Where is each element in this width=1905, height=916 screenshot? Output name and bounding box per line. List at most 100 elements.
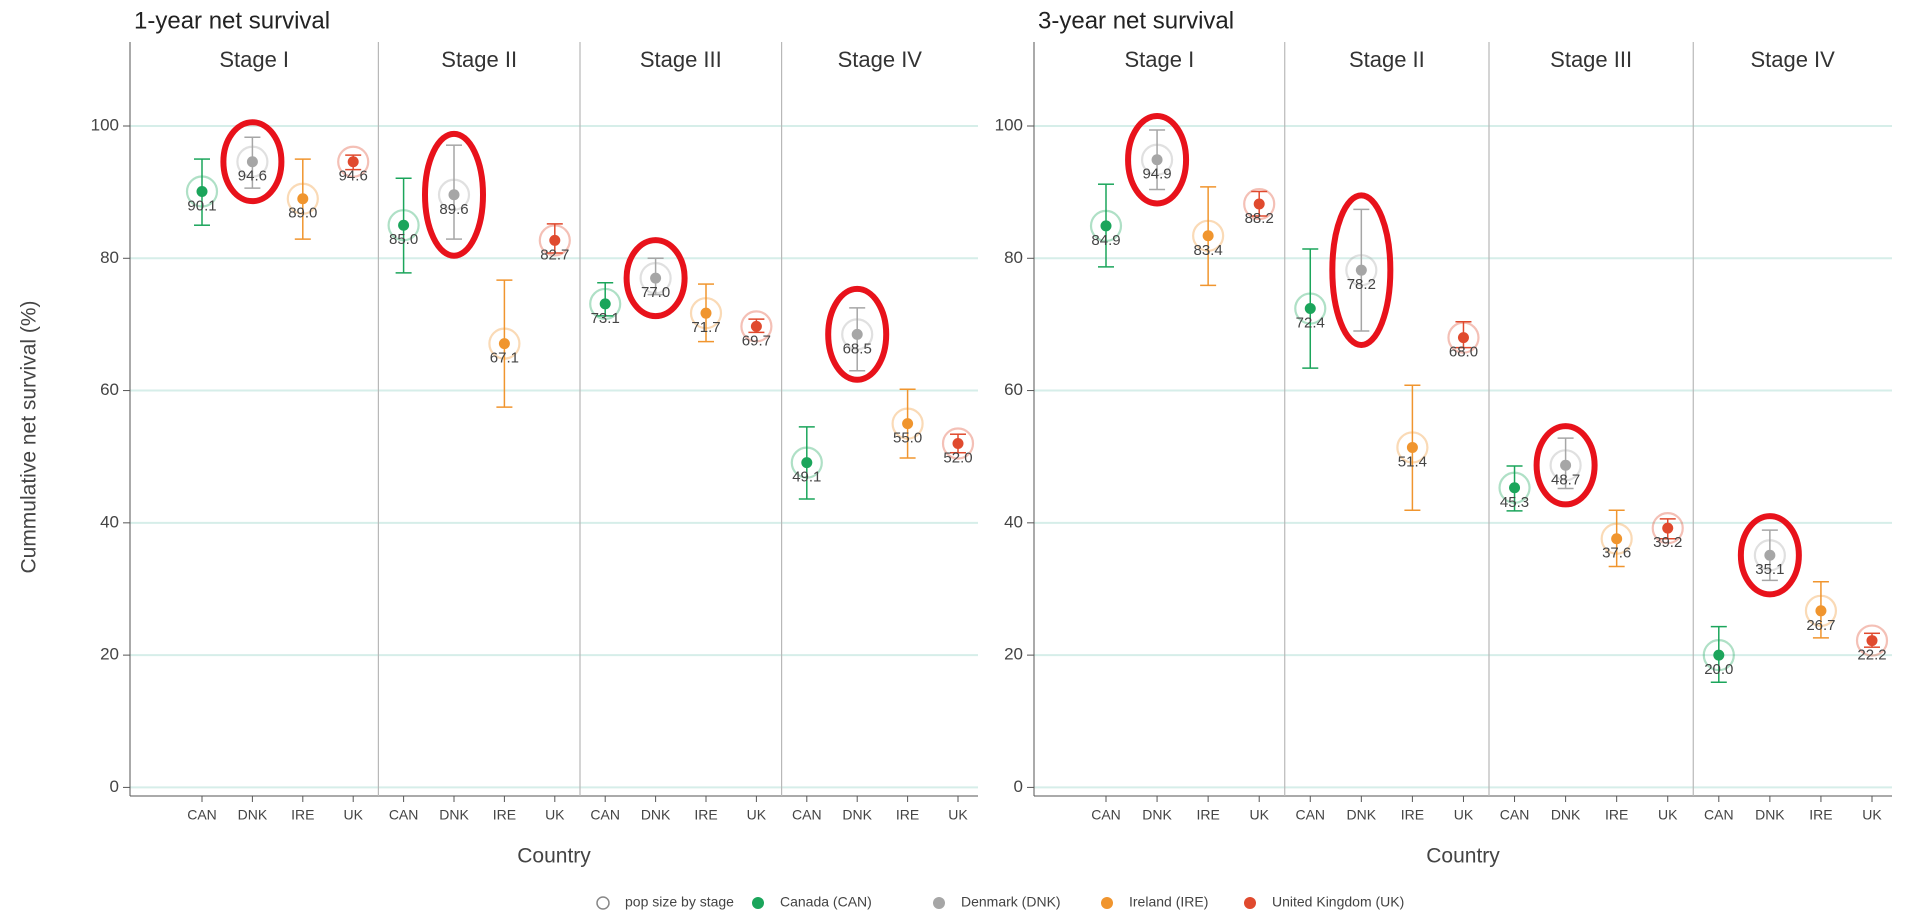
x-tick-label: CAN <box>389 807 419 823</box>
y-axis-label: Cummulative net survival (%) <box>18 300 41 573</box>
data-label: 22.2 <box>1857 647 1886 664</box>
point <box>398 219 410 231</box>
point <box>549 234 561 246</box>
highlight-ellipse <box>1533 423 1598 508</box>
data-label: 77.0 <box>641 284 670 301</box>
point <box>1304 303 1316 315</box>
panel-title: 3-year net survival <box>1038 7 1234 34</box>
x-tick-label: DNK <box>1347 807 1377 823</box>
legend-label: Canada (CAN) <box>780 894 872 910</box>
data-label: 89.0 <box>288 205 317 222</box>
pop-ring <box>941 427 975 460</box>
x-tick-label: UK <box>1862 807 1882 823</box>
legend-marker <box>752 897 764 909</box>
x-tick-label: IRE <box>493 807 516 823</box>
point <box>1100 220 1112 232</box>
point <box>750 320 762 332</box>
data-label: 88.2 <box>1245 210 1274 227</box>
data-label: 49.1 <box>792 469 821 486</box>
x-tick-label: UK <box>343 807 363 823</box>
data-label: 90.1 <box>187 197 216 214</box>
highlight-ellipse <box>1737 513 1802 598</box>
point <box>297 193 309 205</box>
panel-title: 1-year net survival <box>134 7 330 34</box>
pop-ring <box>1243 187 1276 221</box>
point <box>448 189 460 201</box>
x-tick-label: IRE <box>1605 807 1628 823</box>
data-label: 68.0 <box>1449 344 1478 361</box>
point <box>246 156 258 168</box>
highlight-ellipse <box>623 237 688 320</box>
x-axis-label: Country <box>517 845 591 868</box>
point <box>498 338 510 350</box>
x-tick-label: CAN <box>792 807 822 823</box>
data-label: 68.5 <box>843 340 872 357</box>
y-tick-label: 40 <box>100 512 119 531</box>
x-tick-label: UK <box>1454 807 1474 823</box>
point <box>650 272 662 284</box>
point <box>1815 605 1827 617</box>
point <box>196 185 208 197</box>
data-label: 52.0 <box>943 449 972 466</box>
legend-marker <box>596 896 610 910</box>
x-tick-label: IRE <box>896 807 919 823</box>
stage-label: Stage II <box>441 47 517 72</box>
data-label: 94.6 <box>339 168 368 185</box>
data-label: 85.0 <box>389 231 418 248</box>
point <box>1866 635 1878 647</box>
x-tick-label: DNK <box>1142 807 1172 823</box>
x-tick-label: IRE <box>694 807 717 823</box>
x-tick-label: CAN <box>187 807 217 823</box>
data-label: 39.2 <box>1653 534 1682 551</box>
point <box>1457 332 1469 344</box>
point <box>347 156 359 168</box>
highlight-ellipse <box>825 285 890 383</box>
highlight-ellipse <box>1125 112 1190 207</box>
data-label: 35.1 <box>1755 561 1784 578</box>
point <box>1151 154 1163 166</box>
legend-label: United Kingdom (UK) <box>1272 894 1404 910</box>
stage-label: Stage III <box>640 47 722 72</box>
stage-label: Stage IV <box>1750 47 1835 72</box>
data-label: 45.3 <box>1500 494 1529 511</box>
stage-label: Stage IV <box>838 47 923 72</box>
y-tick-label: 80 <box>100 248 119 267</box>
pop-ring <box>1855 624 1889 657</box>
legend-marker <box>933 897 945 909</box>
y-tick-label: 40 <box>1004 512 1023 531</box>
data-label: 20.0 <box>1704 661 1733 678</box>
highlight-ellipse <box>220 119 285 205</box>
legend-label: pop size by stage <box>625 894 734 910</box>
x-tick-label: UK <box>747 807 767 823</box>
point <box>1509 482 1521 494</box>
x-tick-label: CAN <box>1500 807 1530 823</box>
x-tick-label: IRE <box>291 807 314 823</box>
point <box>1355 264 1367 276</box>
x-tick-label: IRE <box>1809 807 1832 823</box>
data-label: 51.4 <box>1398 453 1427 470</box>
point <box>1202 230 1214 242</box>
x-tick-label: CAN <box>590 807 620 823</box>
y-tick-label: 0 <box>1014 777 1023 796</box>
y-tick-label: 20 <box>100 645 119 664</box>
data-label: 72.4 <box>1296 315 1325 332</box>
pop-ring <box>1651 512 1684 545</box>
x-tick-label: IRE <box>1196 807 1219 823</box>
data-label: 55.0 <box>893 430 922 447</box>
stage-label: Stage III <box>1550 47 1632 72</box>
x-tick-label: DNK <box>238 807 268 823</box>
stage-label: Stage II <box>1349 47 1425 72</box>
legend-marker <box>1244 897 1256 909</box>
y-tick-label: 100 <box>995 115 1023 134</box>
x-tick-label: UK <box>948 807 968 823</box>
y-tick-label: 20 <box>1004 645 1023 664</box>
x-tick-label: DNK <box>1551 807 1581 823</box>
data-label: 67.1 <box>490 350 519 367</box>
pop-ring <box>337 145 370 178</box>
stage-label: Stage I <box>1125 47 1195 72</box>
pop-ring <box>740 310 773 343</box>
data-label: 73.1 <box>591 310 620 327</box>
x-tick-label: DNK <box>641 807 671 823</box>
point <box>851 328 863 340</box>
data-label: 89.6 <box>439 201 468 218</box>
